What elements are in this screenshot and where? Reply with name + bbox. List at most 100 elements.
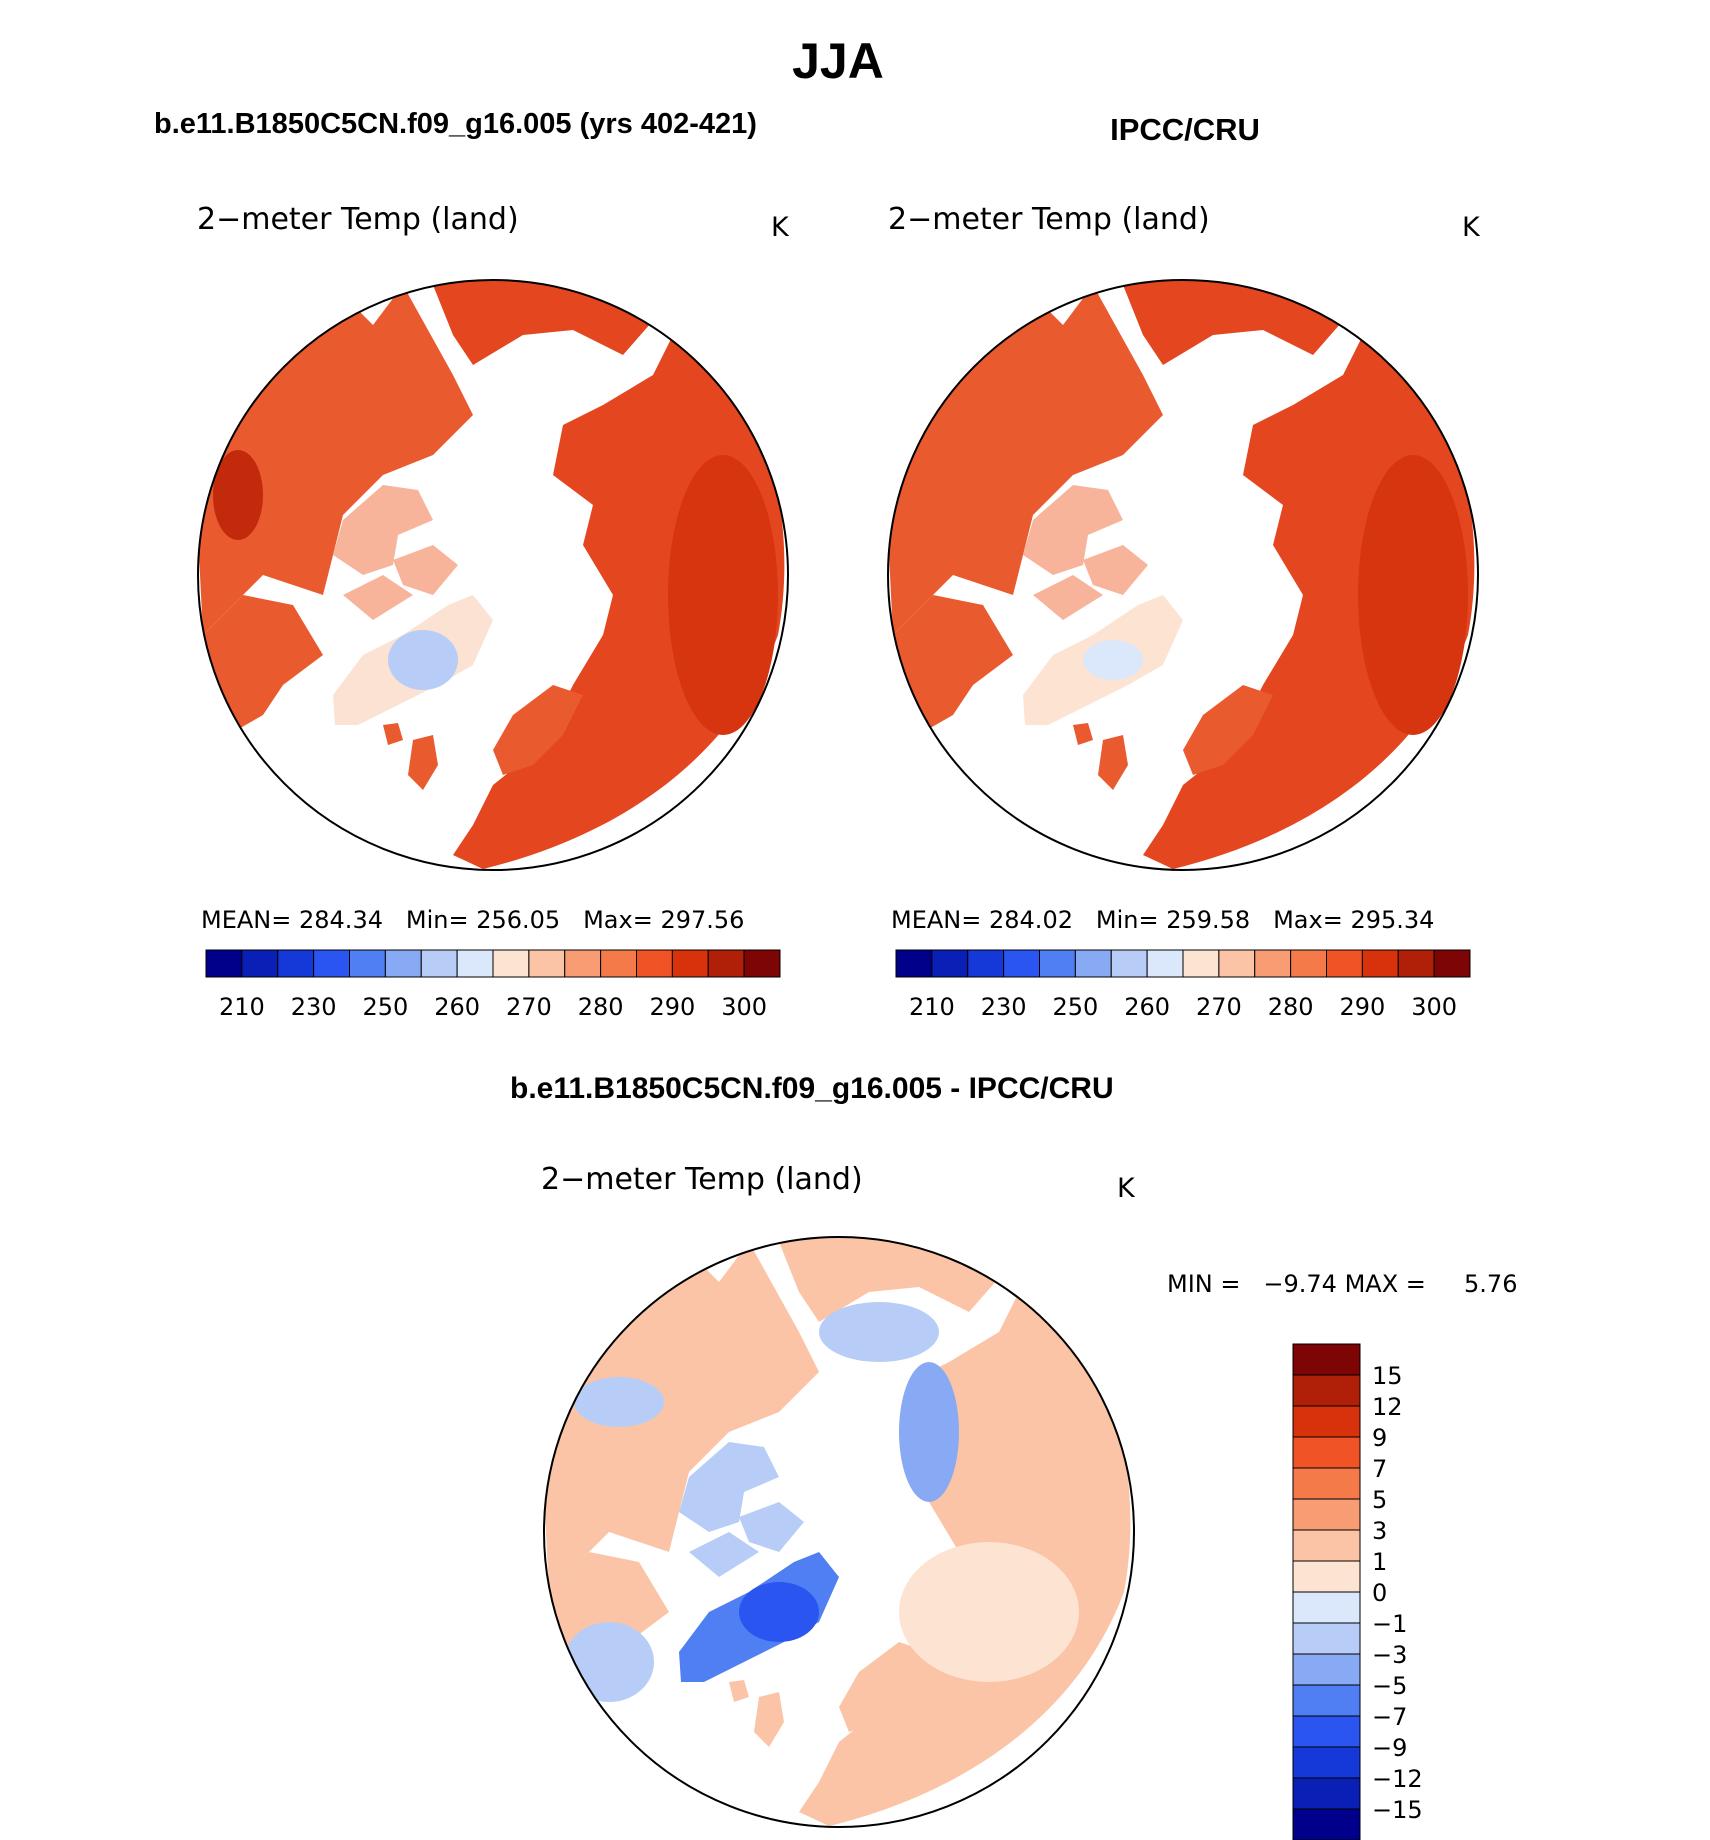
colorbar-swatch bbox=[1218, 949, 1256, 978]
colorbar-swatch bbox=[895, 949, 933, 978]
colorbar-swatch bbox=[1326, 949, 1363, 978]
colorbar-tick-label: 280 bbox=[1268, 993, 1314, 1021]
max-value: 297.56 bbox=[660, 906, 745, 934]
min-label: Min= bbox=[405, 906, 469, 934]
panel2-map bbox=[888, 280, 1478, 870]
diff-heading: b.e11.B1850C5CN.f09_g16.005 - IPCC/CRU bbox=[510, 1072, 1114, 1105]
colorbar-swatch bbox=[600, 949, 637, 978]
colorbar-tick-label: 230 bbox=[291, 993, 337, 1021]
colorbar-tick-label: 290 bbox=[649, 993, 695, 1021]
colorbar-swatch bbox=[1182, 949, 1220, 978]
colorbar-swatch bbox=[1292, 1715, 1361, 1748]
colorbar-swatch bbox=[636, 949, 673, 978]
colorbar-tick-label: 300 bbox=[721, 993, 767, 1021]
panel2-stats: MEAN= 284.02 Min= 259.58 Max= 295.34 bbox=[891, 906, 1434, 934]
colorbar-tick-label: −1 bbox=[1372, 1610, 1407, 1638]
colorbar-swatch bbox=[1292, 1808, 1361, 1840]
colorbar-tick-label: 230 bbox=[981, 993, 1027, 1021]
colorbar-swatch bbox=[1292, 1343, 1361, 1376]
colorbar-tick-label: 210 bbox=[909, 993, 955, 1021]
mean-label: MEAN= bbox=[201, 906, 292, 934]
min-label: Min= bbox=[1095, 906, 1159, 934]
colorbar-swatch bbox=[1110, 949, 1148, 978]
colorbar-swatch bbox=[1361, 949, 1399, 978]
panel1-stats: MEAN= 284.34 Min= 256.05 Max= 297.56 bbox=[201, 906, 744, 934]
colorbar-tick-label: 250 bbox=[362, 993, 408, 1021]
colorbar-tick-label: 250 bbox=[1052, 993, 1098, 1021]
colorbar-swatch bbox=[1292, 1529, 1361, 1562]
colorbar-swatch bbox=[313, 949, 350, 978]
colorbar-swatch bbox=[1292, 1591, 1361, 1624]
colorbar-swatch bbox=[205, 949, 243, 978]
colorbar-swatch bbox=[564, 949, 602, 978]
colorbar-swatch bbox=[241, 949, 279, 978]
min-value: 256.05 bbox=[476, 906, 561, 934]
colorbar-swatch bbox=[1292, 1622, 1361, 1655]
colorbar-swatch bbox=[528, 949, 566, 978]
panel1-units-label: K bbox=[771, 212, 789, 243]
panel1-map-border bbox=[197, 279, 789, 871]
colorbar-swatch bbox=[1003, 949, 1040, 978]
colorbar-swatch bbox=[1292, 1467, 1361, 1500]
colorbar-tick-label: 260 bbox=[1124, 993, 1170, 1021]
colorbar-tick-label: −15 bbox=[1372, 1796, 1423, 1824]
max-label: Max= bbox=[583, 906, 653, 934]
colorbar-tick-label: 0 bbox=[1372, 1579, 1387, 1607]
colorbar-swatch bbox=[1292, 1436, 1361, 1469]
max-label: Max= bbox=[1273, 906, 1343, 934]
diff-field-label: 2−meter Temp (land) bbox=[541, 1162, 863, 1197]
diff-units-label: K bbox=[1117, 1173, 1135, 1204]
max-value: 295.34 bbox=[1350, 906, 1435, 934]
colorbar-swatch bbox=[1292, 1653, 1361, 1686]
colorbar-tick-label: 5 bbox=[1372, 1486, 1387, 1514]
min-value: −9.74 bbox=[1263, 1270, 1337, 1298]
panel2-map-border bbox=[887, 279, 1479, 871]
colorbar-tick-label: 3 bbox=[1372, 1517, 1387, 1545]
colorbar-swatch bbox=[1292, 1777, 1361, 1810]
colorbar-swatch bbox=[1292, 1684, 1361, 1717]
colorbar-swatch bbox=[1290, 949, 1327, 978]
diff-colorbar: −15 −12 −9 −7 −5 −3 −1 0 1 3 5 7 9 12 15 bbox=[1292, 1343, 1423, 1840]
colorbar-swatch bbox=[671, 949, 709, 978]
colorbar-swatch bbox=[1292, 1560, 1361, 1593]
panel2-heading: IPCC/CRU bbox=[1110, 112, 1260, 147]
min-value: 259.58 bbox=[1166, 906, 1251, 934]
colorbar-tick-label: −12 bbox=[1372, 1765, 1423, 1793]
colorbar-tick-label: 270 bbox=[506, 993, 552, 1021]
colorbar-swatch bbox=[349, 949, 386, 978]
colorbar-tick-label: 7 bbox=[1372, 1455, 1387, 1483]
colorbar-swatch bbox=[277, 949, 315, 978]
colorbar-swatch bbox=[1146, 949, 1184, 978]
mean-label: MEAN= bbox=[891, 906, 982, 934]
diff-map-border bbox=[543, 1236, 1135, 1828]
colorbar-tick-label: 300 bbox=[1411, 993, 1457, 1021]
figure-title: JJA bbox=[792, 33, 884, 89]
colorbar-swatch bbox=[1074, 949, 1112, 978]
colorbar-swatch bbox=[492, 949, 530, 978]
colorbar-tick-label: −5 bbox=[1372, 1672, 1407, 1700]
colorbar-swatch bbox=[456, 949, 494, 978]
panel2-units-label: K bbox=[1462, 212, 1480, 243]
panel2-field-label: 2−meter Temp (land) bbox=[888, 202, 1210, 237]
panel1-map bbox=[198, 280, 788, 870]
colorbar-tick-label: 210 bbox=[219, 993, 265, 1021]
colorbar-tick-label: −7 bbox=[1372, 1703, 1407, 1731]
colorbar-tick-label: 290 bbox=[1339, 993, 1385, 1021]
colorbar-tick-label: 280 bbox=[578, 993, 624, 1021]
colorbar-tick-label: −3 bbox=[1372, 1641, 1407, 1669]
colorbar-tick-label: 12 bbox=[1372, 1393, 1403, 1421]
colorbar-swatch bbox=[967, 949, 1005, 978]
colorbar-swatch bbox=[1292, 1374, 1361, 1407]
colorbar-swatch bbox=[384, 949, 422, 978]
colorbar-swatch bbox=[707, 949, 745, 978]
panel1-field-label: 2−meter Temp (land) bbox=[197, 202, 519, 237]
colorbar-swatch bbox=[420, 949, 458, 978]
diff-map bbox=[544, 1237, 1134, 1827]
colorbar-swatch bbox=[1397, 949, 1435, 978]
max-value: 5.76 bbox=[1464, 1270, 1518, 1298]
mean-value: 284.34 bbox=[299, 906, 383, 934]
min-label: MIN = bbox=[1167, 1270, 1241, 1298]
colorbar-tick-label: 260 bbox=[434, 993, 480, 1021]
panel1-colorbar: 210 230 250 260 270 280 290 300 bbox=[205, 949, 781, 1021]
mean-value: 284.02 bbox=[989, 906, 1073, 934]
